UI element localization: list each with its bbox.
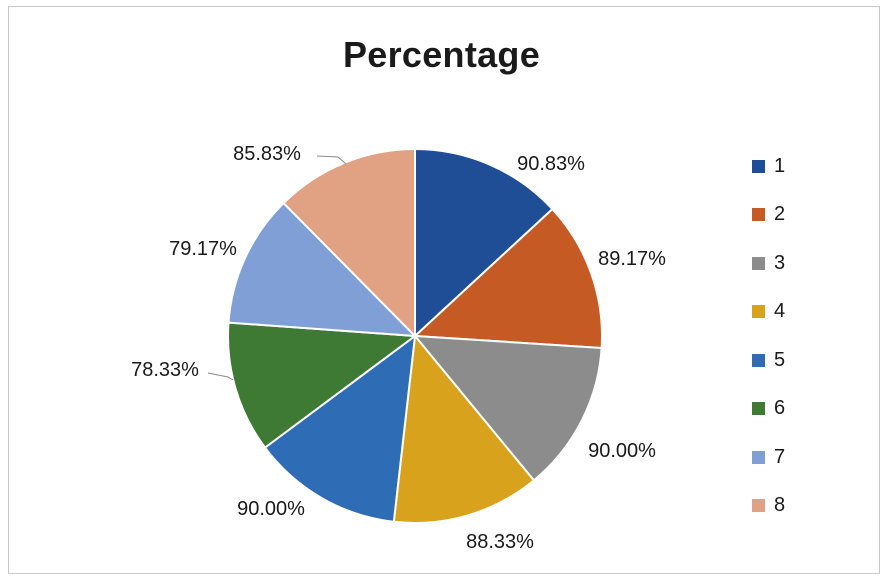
legend-label-8: 8 — [774, 494, 786, 517]
legend-label-5: 5 — [774, 348, 786, 371]
legend-swatch-3 — [752, 256, 765, 270]
pie-slice-4 — [392, 333, 536, 524]
legend-item-7: 7 — [752, 433, 785, 482]
pie-slice-6 — [227, 321, 418, 450]
pie-slice-8 — [282, 147, 416, 339]
legend-swatch-5 — [752, 353, 765, 367]
data-label-1: 90.83% — [517, 153, 585, 175]
legend-swatch-7 — [752, 450, 765, 464]
data-label-6: 78.33% — [131, 359, 199, 381]
legend-swatch-4 — [752, 305, 765, 319]
data-label-8: 85.83% — [233, 143, 301, 165]
pie-slice-7 — [227, 201, 418, 338]
legend-swatch-2 — [752, 208, 765, 222]
legend-item-4: 4 — [752, 288, 785, 337]
legend-item-6: 6 — [752, 385, 785, 434]
leader-line-8 — [316, 155, 347, 165]
legend-label-1: 1 — [774, 154, 786, 177]
legend-label-2: 2 — [774, 203, 786, 226]
legend-item-3: 3 — [752, 239, 785, 288]
pie-slice-5 — [263, 333, 417, 523]
pie-slice-2 — [412, 207, 603, 350]
legend-swatch-6 — [752, 402, 765, 416]
legend-item-5: 5 — [752, 336, 785, 385]
leader-line-6 — [207, 372, 234, 381]
legend-label-7: 7 — [774, 445, 786, 468]
legend-swatch-1 — [752, 159, 765, 173]
legend-item-1: 1 — [752, 142, 785, 191]
legend-label-6: 6 — [774, 397, 786, 420]
chart-title: Percentage — [342, 34, 541, 75]
legend-label-3: 3 — [774, 251, 786, 274]
chart-legend: 1 2 3 4 5 6 7 8 — [752, 142, 785, 530]
legend-label-4: 4 — [774, 300, 786, 323]
data-label-2: 89.17% — [598, 248, 666, 270]
legend-item-2: 2 — [752, 191, 785, 240]
legend-item-8: 8 — [752, 482, 785, 531]
data-label-4: 88.33% — [466, 531, 534, 553]
legend-swatch-8 — [752, 499, 765, 513]
pie-slice-1 — [414, 147, 554, 339]
data-label-5: 90.00% — [237, 498, 305, 520]
data-label-7: 79.17% — [169, 238, 237, 260]
data-label-3: 90.00% — [588, 440, 656, 462]
pie-slice-3 — [412, 334, 603, 482]
